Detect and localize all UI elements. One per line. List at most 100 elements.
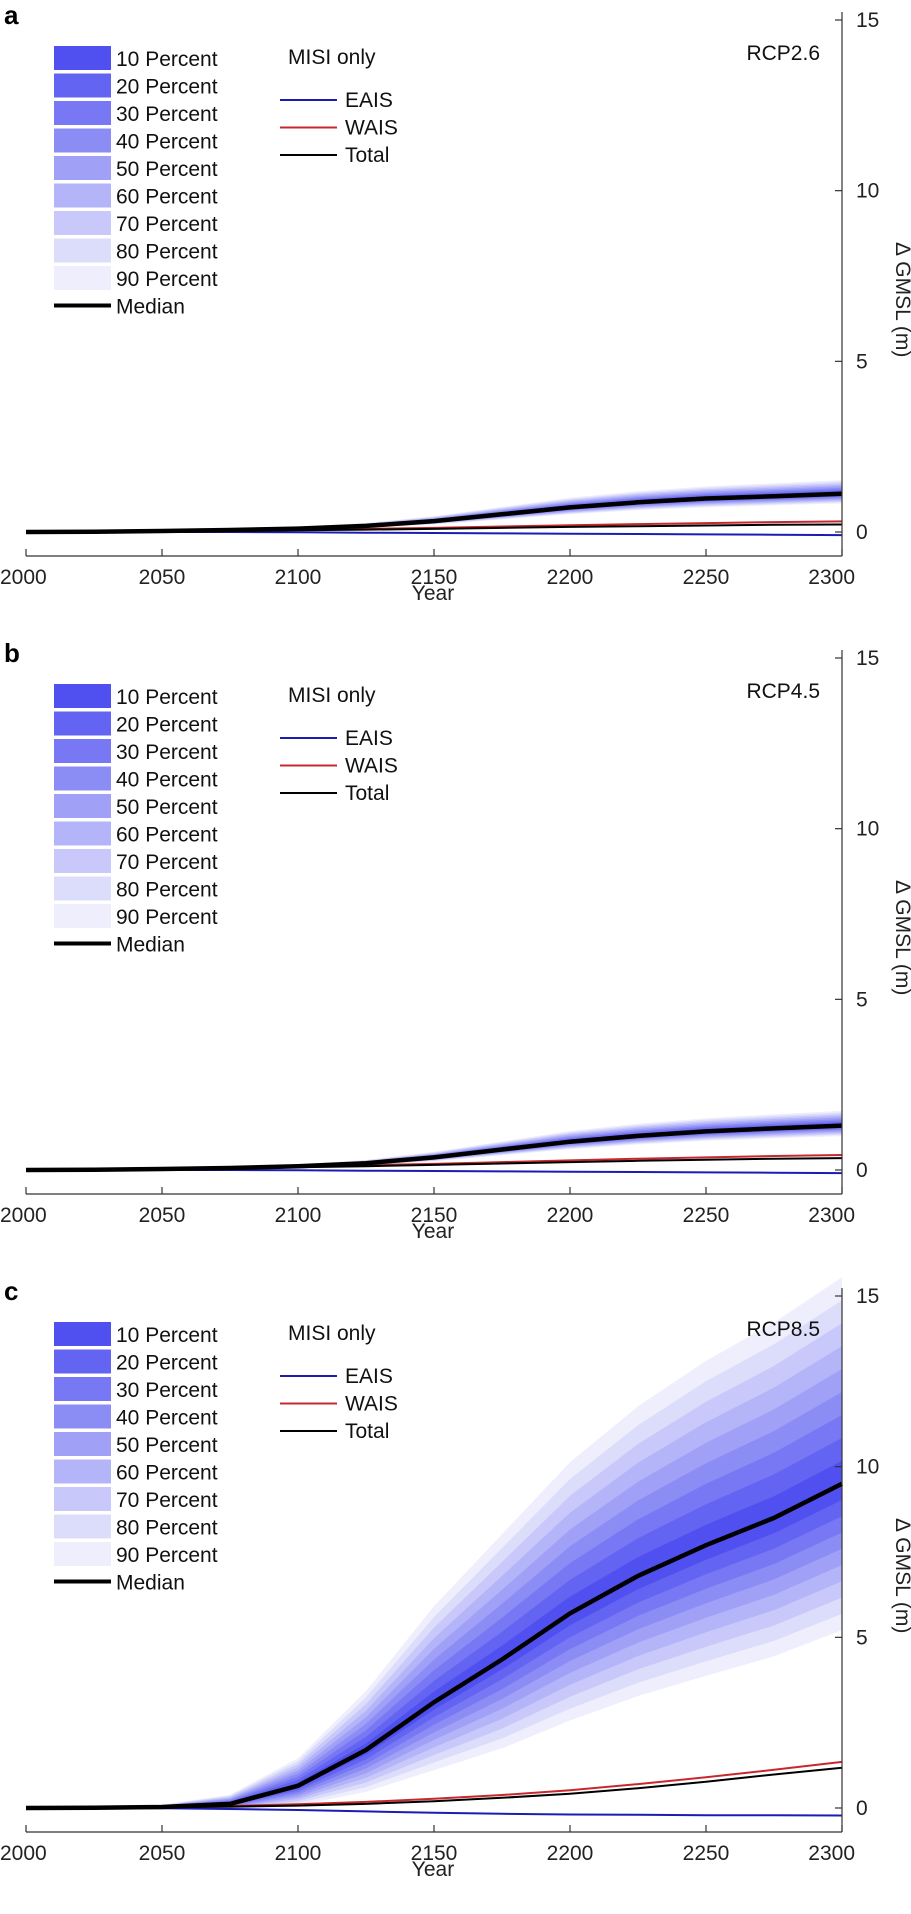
legend-label: 50 Percent — [116, 796, 218, 819]
percentile-bands — [26, 1110, 842, 1170]
legend-label: 50 Percent — [116, 1434, 218, 1457]
legend-swatch — [54, 876, 111, 901]
legend-label: 20 Percent — [116, 714, 218, 737]
y-tick-label: 5 — [856, 1626, 868, 1649]
y-axis-title: ∆ GMSL (m) — [891, 1519, 911, 1634]
legend-percentiles: 10 Percent 20 Percent 30 Percent 40 Percent… — [54, 684, 218, 957]
x-axis-title: Year — [412, 582, 454, 605]
chart-panel-c: c 2000 2050 2100 2150 2200 2250 2300 Year 0 5 10 15 ∆… — [0, 1276, 911, 1914]
y-axis-title: ∆ GMSL (m) — [891, 243, 911, 358]
x-tick-label: 2000 — [0, 566, 47, 589]
band-70-percent — [26, 1323, 842, 1809]
legend-label: 20 Percent — [116, 1352, 218, 1375]
x-tick-label: 2150 — [411, 1204, 458, 1227]
legend-percentiles: 10 Percent 20 Percent 30 Percent 40 Percent… — [54, 1322, 218, 1595]
legend-swatch — [54, 1542, 111, 1566]
legend-label-eais: EAIS — [345, 1365, 393, 1388]
legend-label: 40 Percent — [116, 769, 218, 792]
panel-letter: b — [4, 638, 20, 668]
legend-label: 40 Percent — [116, 131, 218, 154]
legend-swatch — [54, 156, 111, 180]
y-tick-label: 5 — [856, 988, 868, 1011]
legend-label: 30 Percent — [116, 103, 218, 126]
legend-title: MISI only — [288, 46, 376, 69]
legend-label: 80 Percent — [116, 879, 218, 902]
panel-letter: a — [4, 0, 19, 30]
legend-swatch — [54, 1459, 111, 1484]
legend-swatch — [54, 211, 111, 235]
legend-label-median: Median — [116, 1572, 185, 1595]
legend-label: 70 Percent — [116, 851, 218, 874]
x-tick-label: 2100 — [275, 1204, 322, 1227]
x-tick-label: 2250 — [683, 1204, 730, 1227]
legend-label: 40 Percent — [116, 1407, 218, 1430]
chart-svg: a 2000 2050 2100 2150 2200 2250 2300 Year 0 5 10 15 ∆… — [0, 0, 911, 605]
legend-swatch — [54, 821, 111, 846]
x-tick-label: 2200 — [547, 566, 594, 589]
x-tick-label: 2300 — [808, 566, 855, 589]
median-line — [25, 491, 843, 535]
y-tick-label: 15 — [856, 647, 879, 670]
x-tick-label: 2100 — [275, 1842, 322, 1865]
y-tick-label: 15 — [856, 1285, 879, 1308]
legend-label: 60 Percent — [116, 1462, 218, 1485]
chart-panel-a: a 2000 2050 2100 2150 2200 2250 2300 Year 0 5 10 15 ∆… — [0, 0, 911, 638]
y-tick-label: 15 — [856, 9, 879, 32]
legend-label-total: Total — [345, 782, 389, 805]
legend-label: 70 Percent — [116, 213, 218, 236]
x-tick-label: 2300 — [808, 1204, 855, 1227]
legend-swatch — [54, 1514, 111, 1539]
legend-swatch — [54, 766, 111, 791]
legend-swatch — [54, 46, 111, 70]
legend-misi: MISI only EAIS WAIS Total — [280, 46, 398, 167]
legend-misi: MISI only EAIS WAIS Total — [280, 1322, 398, 1443]
legend-label: 10 Percent — [116, 48, 218, 71]
band-80-percent — [26, 1300, 842, 1810]
legend-label-total: Total — [345, 144, 389, 167]
legend-label: 90 Percent — [116, 906, 218, 929]
legend-label: 90 Percent — [116, 1544, 218, 1567]
x-tick-label: 2050 — [139, 1204, 186, 1227]
scenario-label: RCP4.5 — [746, 680, 820, 703]
legend-swatch — [54, 849, 111, 873]
legend-label: 80 Percent — [116, 1517, 218, 1540]
median-line — [25, 1481, 844, 1811]
legend-label-total: Total — [345, 1420, 389, 1443]
legend-swatch — [54, 128, 111, 153]
legend-misi: MISI only EAIS WAIS Total — [280, 684, 398, 805]
legend-swatch — [54, 1322, 111, 1346]
legend-swatch — [54, 101, 111, 125]
legend-swatch — [54, 183, 111, 208]
y-tick-label: 0 — [856, 521, 868, 544]
legend-label-wais: WAIS — [345, 755, 398, 778]
legend-swatch — [54, 684, 111, 708]
x-tick-label: 2050 — [139, 1842, 186, 1865]
y-tick-label: 10 — [856, 1456, 879, 1479]
percentile-bands — [26, 1277, 842, 1811]
legend-percentiles: 10 Percent 20 Percent 30 Percent 40 Percent… — [54, 46, 218, 319]
x-tick-label: 2150 — [411, 566, 458, 589]
legend-swatch — [54, 1349, 111, 1374]
x-tick-label: 2050 — [139, 566, 186, 589]
y-axis-title: ∆ GMSL (m) — [891, 881, 911, 996]
x-tick-label: 2300 — [808, 1842, 855, 1865]
legend-label: 10 Percent — [116, 686, 218, 709]
legend-swatch — [54, 739, 111, 763]
legend-label: 50 Percent — [116, 158, 218, 181]
x-tick-label: 2150 — [411, 1842, 458, 1865]
legend-label: 90 Percent — [116, 268, 218, 291]
legend-label-median: Median — [116, 296, 185, 319]
legend-label: 30 Percent — [116, 1379, 218, 1402]
legend-swatch — [54, 1432, 111, 1456]
y-tick-label: 10 — [856, 180, 879, 203]
legend-label-wais: WAIS — [345, 117, 398, 140]
scenario-label: RCP2.6 — [746, 42, 820, 65]
y-tick-label: 0 — [856, 1159, 868, 1182]
legend-title: MISI only — [288, 1322, 376, 1345]
x-tick-label: 2250 — [683, 566, 730, 589]
legend-label-eais: EAIS — [345, 89, 393, 112]
band-40-percent — [26, 1392, 842, 1808]
y-tick-label: 5 — [856, 350, 868, 373]
legend-swatch — [54, 73, 111, 98]
legend-swatch — [54, 904, 111, 928]
